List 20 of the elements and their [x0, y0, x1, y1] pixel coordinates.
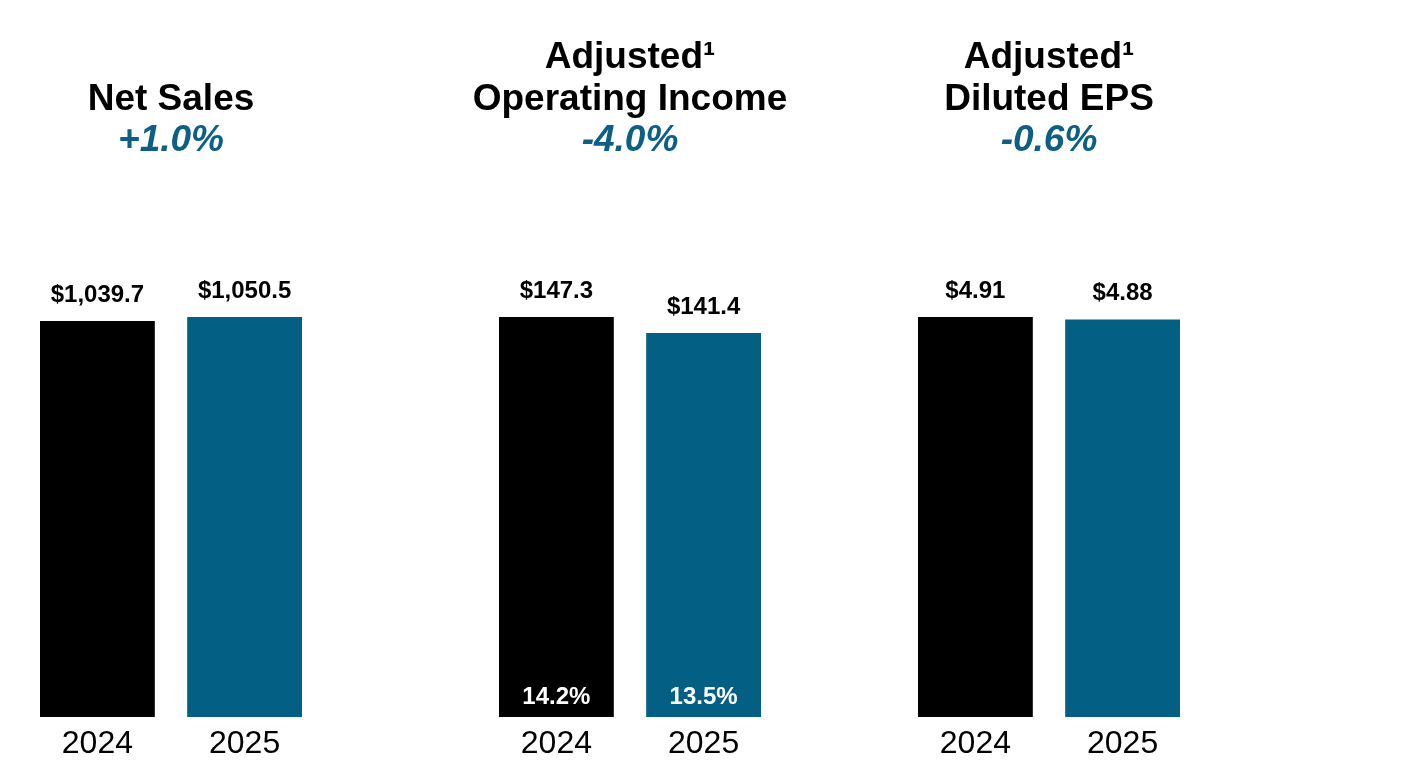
annotation: 13.5%	[669, 682, 738, 709]
data-label: $4.88	[1092, 278, 1153, 306]
chart-title: Adjusted¹ Diluted EPS	[944, 35, 1154, 118]
data-label: $1,039.7	[50, 280, 145, 308]
x-tick-label: 2024	[520, 723, 592, 760]
data-label: $147.3	[519, 276, 594, 303]
x-tick-label: 2024	[61, 723, 133, 760]
chart-title: Adjusted¹ Operating Income	[472, 35, 788, 118]
x-tick-label: 2025	[1087, 723, 1159, 760]
x-tick-label: 2025	[668, 723, 740, 760]
x-tick-label: 2024	[939, 723, 1011, 760]
x-tick-label: 2025	[209, 723, 281, 760]
data-label: $141.4	[666, 292, 741, 320]
chart-subtitle: +1.0%	[118, 118, 224, 159]
data-label: $1,050.5	[197, 276, 292, 303]
chart-subtitle: -0.6%	[1000, 118, 1098, 159]
annotation: 14.2%	[522, 682, 591, 709]
chart-subtitle: -4.0%	[581, 118, 679, 159]
data-label: $4.91	[945, 276, 1006, 303]
chart-title: Net Sales	[87, 77, 255, 118]
